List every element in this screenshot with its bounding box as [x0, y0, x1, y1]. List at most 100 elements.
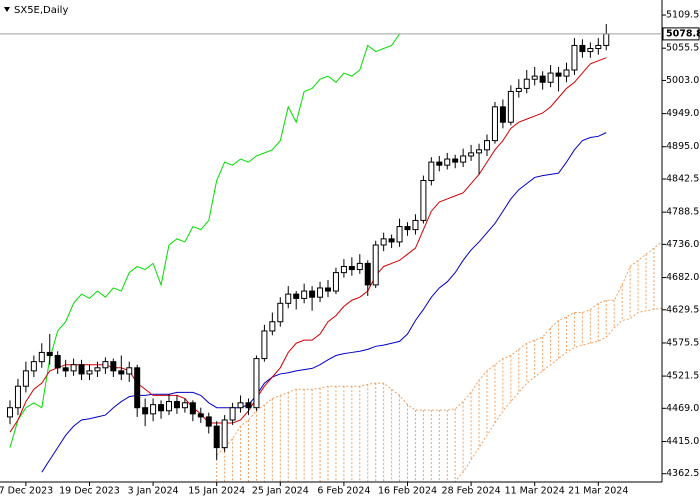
candle-body	[189, 402, 196, 415]
candle-body	[86, 370, 93, 375]
candle-body	[388, 238, 395, 243]
candle-body	[197, 413, 204, 418]
candle-body	[134, 367, 141, 409]
candle-body	[468, 152, 475, 157]
candle-body	[70, 364, 77, 372]
y-tick-label: 4415.0	[666, 436, 699, 447]
x-tick-label: 6 Feb 2024	[317, 486, 370, 497]
x-tick-label: 21 Mar 2024	[568, 486, 628, 497]
candle-body	[587, 48, 594, 53]
candle-body	[229, 407, 236, 421]
candle-body	[293, 293, 300, 299]
x-tick-label: 16 Feb 2024	[378, 486, 437, 497]
candle-body	[22, 370, 29, 387]
y-tick-label: 5055.5	[666, 43, 699, 54]
candle-body	[62, 367, 69, 372]
y-tick-label: 4629.5	[666, 304, 699, 315]
x-tick-label: 3 Jan 2024	[128, 486, 179, 497]
candle-body	[484, 140, 490, 151]
candle-body	[364, 262, 371, 286]
candle-body	[412, 219, 419, 231]
candle-body	[531, 75, 538, 80]
candle-body	[507, 90, 514, 123]
candle-body	[491, 106, 498, 142]
candle-body	[126, 367, 133, 375]
candle-body	[499, 106, 506, 123]
candle-body	[181, 402, 188, 409]
candle-body	[110, 361, 117, 372]
candle-body	[332, 272, 339, 292]
x-tick-label: 15 Jan 2024	[188, 486, 245, 497]
candle-body	[150, 404, 157, 415]
cloud-edge	[454, 307, 662, 482]
candle-body	[571, 44, 578, 71]
candle-body	[356, 262, 363, 271]
candle-body	[166, 401, 172, 412]
y-tick-label: 4521.5	[666, 371, 699, 382]
candle-body	[46, 351, 53, 357]
candle-body	[30, 361, 37, 372]
candle-body	[158, 404, 165, 412]
y-tick-label: 4362.5	[666, 468, 699, 479]
x-tick-label: 19 Dec 2023	[59, 486, 120, 497]
candle-body	[253, 358, 260, 409]
candle-body	[205, 416, 212, 427]
y-tick-label: 4682.0	[666, 272, 699, 283]
candle-body	[237, 402, 244, 409]
candle-body	[285, 293, 292, 304]
candle-body	[102, 361, 109, 369]
candle-body	[428, 161, 435, 182]
candle-body	[173, 401, 180, 409]
candle-body	[460, 155, 467, 163]
y-tick-label: 4736.0	[666, 239, 699, 250]
candle-body	[301, 290, 308, 299]
y-tick-label: 4788.5	[666, 207, 699, 218]
menu-triangle[interactable]	[4, 7, 10, 12]
candle-body	[142, 407, 149, 415]
last-price-label: 5078.8	[666, 28, 700, 39]
candle-body	[340, 265, 347, 274]
candle-body	[547, 72, 554, 83]
candle-body	[372, 244, 379, 286]
candle-body	[420, 180, 427, 221]
candle-body	[94, 367, 101, 372]
x-tick-label: 25 Jan 2024	[252, 486, 309, 497]
candle-body	[603, 33, 610, 46]
candle-body	[595, 44, 602, 50]
candle-body	[317, 287, 324, 298]
candle-body	[14, 385, 21, 409]
y-tick-label: 4842.5	[666, 173, 699, 184]
candle-body	[563, 69, 570, 77]
candle-body	[325, 287, 331, 292]
candle-body	[476, 149, 483, 154]
candle-body	[396, 226, 403, 243]
candle-body	[404, 226, 411, 231]
candle-body	[380, 238, 387, 246]
indicator-line	[9, 33, 400, 448]
x-tick-label: 28 Feb 2024	[442, 486, 501, 497]
candle-body	[444, 158, 451, 166]
y-tick-label: 4895.0	[666, 141, 699, 152]
candle-body	[245, 402, 252, 409]
y-tick-label: 4469.0	[666, 403, 699, 414]
candle-body	[348, 265, 355, 271]
candle-body	[221, 419, 228, 449]
candle-body	[269, 321, 276, 332]
candle-body	[555, 72, 562, 77]
candle-body	[54, 355, 61, 369]
candle-body	[277, 302, 284, 323]
y-tick-label: 4949.0	[666, 108, 699, 119]
candle-body	[539, 75, 546, 83]
x-tick-label: 11 Mar 2024	[505, 486, 565, 497]
candle-body	[309, 290, 316, 298]
candle-body	[7, 407, 13, 418]
indicator-line	[9, 57, 607, 433]
y-tick-label: 5109.5	[666, 10, 699, 21]
y-tick-label: 5003.0	[666, 75, 699, 86]
chart-title: SX5E,Daily	[14, 5, 68, 16]
y-tick-label: 4575.5	[666, 337, 699, 348]
candle-body	[118, 370, 125, 375]
candle-body	[213, 425, 220, 449]
candle-body	[436, 161, 443, 166]
